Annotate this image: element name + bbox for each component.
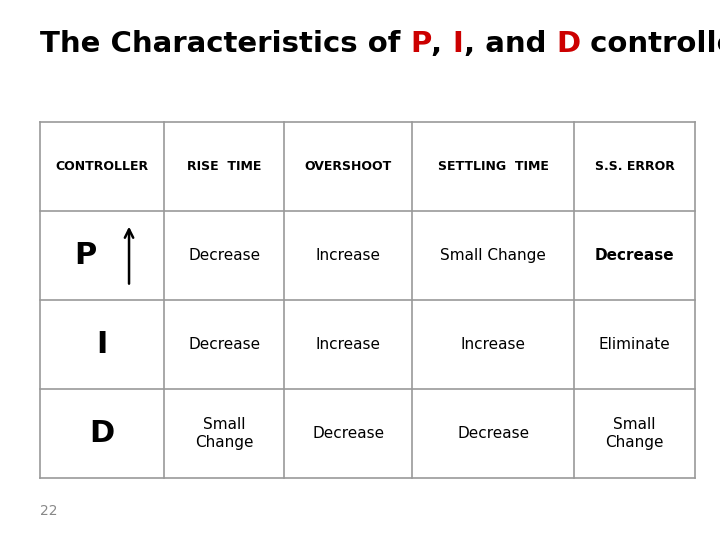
Text: S.S. ERROR: S.S. ERROR — [595, 159, 675, 173]
Text: 22: 22 — [40, 504, 57, 518]
Text: P: P — [410, 30, 431, 58]
Text: SETTLING  TIME: SETTLING TIME — [438, 159, 549, 173]
Text: , and: , and — [464, 30, 557, 58]
Text: D: D — [89, 419, 114, 448]
Text: P: P — [75, 241, 97, 269]
Text: Decrease: Decrease — [312, 426, 384, 441]
Text: Decrease: Decrease — [188, 337, 260, 352]
Text: D: D — [557, 30, 580, 58]
Text: OVERSHOOT: OVERSHOOT — [305, 159, 392, 173]
Text: Increase: Increase — [316, 337, 381, 352]
Text: Increase: Increase — [316, 248, 381, 262]
Text: I: I — [96, 330, 107, 359]
Text: The Characteristics of: The Characteristics of — [40, 30, 410, 58]
Text: controllers: controllers — [580, 30, 720, 58]
Text: Small
Change: Small Change — [195, 417, 253, 449]
Text: I: I — [453, 30, 464, 58]
Text: ,: , — [431, 30, 453, 58]
Text: Decrease: Decrease — [595, 248, 674, 262]
Text: Small Change: Small Change — [440, 248, 546, 262]
Text: Decrease: Decrease — [188, 248, 260, 262]
Text: Small
Change: Small Change — [606, 417, 664, 449]
Text: Increase: Increase — [461, 337, 526, 352]
Text: Eliminate: Eliminate — [598, 337, 670, 352]
Text: CONTROLLER: CONTROLLER — [55, 159, 148, 173]
Text: RISE  TIME: RISE TIME — [187, 159, 261, 173]
Text: Decrease: Decrease — [457, 426, 529, 441]
